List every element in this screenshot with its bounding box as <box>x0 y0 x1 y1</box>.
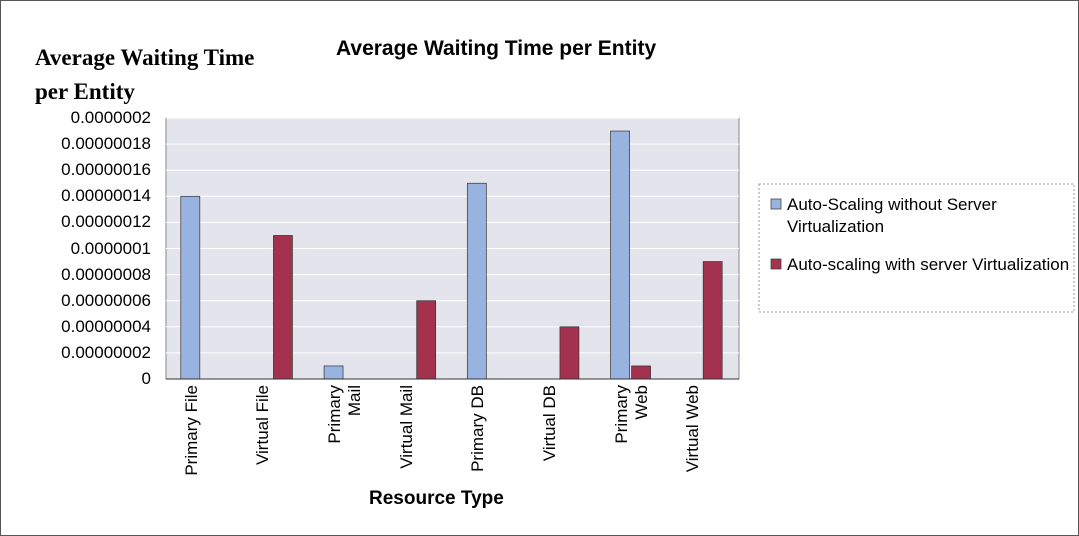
bar <box>273 235 292 379</box>
y-tick-label: 0.00000008 <box>1 265 151 285</box>
x-tick-label: Primary Mail <box>325 385 365 477</box>
y-tick-label: 0 <box>1 369 151 389</box>
y-tick-label: 0.00000016 <box>1 160 151 180</box>
y-tick-label: 0.0000002 <box>1 108 151 128</box>
x-tick-label: Virtual File <box>253 385 293 477</box>
y-axis-title: Average Waiting Time per Entity <box>35 41 265 109</box>
bar <box>632 366 651 379</box>
bar <box>560 327 579 379</box>
chart: Average Waiting Time per Entity Average … <box>0 0 1079 536</box>
y-tick-label: 0.00000012 <box>1 212 151 232</box>
bar <box>703 262 722 379</box>
y-tick-label: 0.0000001 <box>1 239 151 259</box>
x-tick-label: Virtual Web <box>683 385 723 477</box>
bar <box>417 301 436 379</box>
y-tick-label: 0.00000014 <box>1 186 151 206</box>
bar <box>324 366 343 379</box>
bar <box>611 131 630 379</box>
x-tick-label: Primary DB <box>468 385 508 477</box>
legend-swatch <box>771 259 781 269</box>
chart-title: Average Waiting Time per Entity <box>336 37 656 61</box>
bar <box>467 183 486 379</box>
legend-label: Auto-scaling with server Virtualization <box>787 254 1072 276</box>
y-tick-label: 0.00000006 <box>1 291 151 311</box>
x-tick-label: Primary File <box>182 385 222 477</box>
legend-label: Auto-Scaling without Server Virtualizati… <box>787 194 1072 238</box>
x-tick-label: Virtual DB <box>540 385 580 477</box>
y-tick-label: 0.00000018 <box>1 134 151 154</box>
x-tick-label: Primary Web <box>612 385 652 477</box>
y-tick-label: 0.00000002 <box>1 343 151 363</box>
y-tick-label: 0.00000004 <box>1 317 151 337</box>
x-tick-label: Virtual Mail <box>397 385 437 477</box>
legend-swatch <box>771 199 781 209</box>
x-axis-title: Resource Type <box>369 488 504 510</box>
bar <box>181 196 200 379</box>
